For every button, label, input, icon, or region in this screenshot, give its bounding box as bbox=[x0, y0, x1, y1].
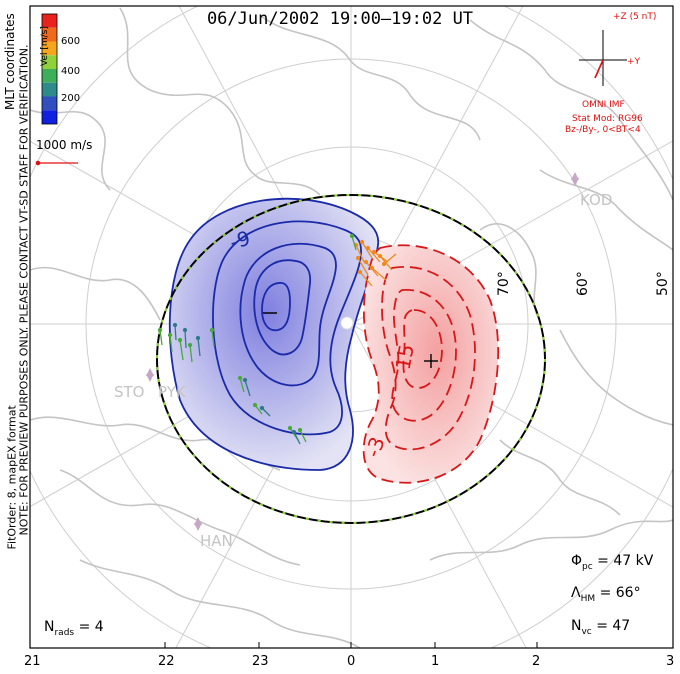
magnetic-pole bbox=[340, 316, 354, 330]
colorbar-tick-400: 400 bbox=[61, 66, 81, 77]
stat-n-rads-value: = 4 bbox=[78, 619, 104, 635]
colorbar-border bbox=[41, 13, 58, 125]
stat-n-rads: Nrads = 4 bbox=[44, 619, 104, 638]
preview-note: NOTE: FOR PREVIEW PURPOSES ONLY. PLEASE … bbox=[17, 44, 31, 536]
colorbar-tick-600: 600 bbox=[61, 36, 81, 47]
imf-source-label: OMNI IMF bbox=[582, 100, 625, 110]
negative-potential-cell bbox=[168, 197, 380, 471]
mlt-tick-2: 2 bbox=[532, 654, 541, 669]
latitude-label-60: 60° bbox=[575, 271, 591, 296]
colorbar-segment bbox=[42, 55, 57, 69]
station-label-han: HAN bbox=[200, 532, 233, 550]
imf-scale-label: +Z (5 nT) bbox=[613, 12, 657, 22]
positive-potential-cell bbox=[362, 244, 500, 484]
mlt-coordinates-label: MLT coordinates bbox=[3, 13, 17, 110]
imf-plus-y-label: +Y bbox=[627, 57, 641, 67]
station-marker-han bbox=[194, 517, 202, 531]
stat-n-vc-value: = 47 bbox=[596, 618, 631, 634]
colorbar-segment bbox=[42, 82, 57, 97]
velocity-vectors-orange bbox=[353, 239, 397, 287]
colorbar-segment bbox=[42, 110, 57, 124]
latitude-label-70: 70° bbox=[496, 271, 512, 296]
station-marker-sto bbox=[146, 368, 154, 382]
station-label-sto: STO bbox=[114, 383, 145, 401]
reference-vector bbox=[35, 160, 78, 166]
station-label-pyk: PYK bbox=[158, 383, 186, 401]
latitude-label-50: 50° bbox=[655, 271, 671, 296]
stat-lambda-hm-value: = 66° bbox=[599, 585, 641, 601]
colorbar-segment bbox=[42, 27, 57, 42]
stat-phi-pc-value: = 47 kV bbox=[597, 553, 654, 569]
velocity-vectors-teal bbox=[172, 322, 301, 445]
mlt-tick-21: 21 bbox=[24, 654, 41, 669]
imf-clock bbox=[579, 30, 627, 86]
stat-lambda-hm: ΛHM = 66° bbox=[571, 585, 641, 604]
colorbar-segment bbox=[42, 96, 57, 111]
colorbar-segment bbox=[42, 41, 57, 56]
velocity-vectors-green bbox=[157, 233, 357, 443]
colorbar-tick-200: 200 bbox=[61, 93, 81, 104]
colorbar-segment bbox=[42, 14, 57, 28]
mlt-tick-0: 0 bbox=[347, 654, 356, 669]
mlt-tick-23: 23 bbox=[252, 654, 269, 669]
velocity-colorbar bbox=[41, 13, 58, 125]
potential-maximum-marker bbox=[424, 354, 438, 368]
contour-label-15: 15 bbox=[390, 342, 419, 372]
reference-vector-label: 1000 m/s bbox=[36, 138, 93, 152]
mlt-tick-3: 3 bbox=[666, 654, 675, 669]
imf-condition-label: Bz-/By-, 0<BT<4 bbox=[565, 125, 641, 135]
fit-order-note: FitOrder: 8, mapEX format bbox=[5, 405, 19, 550]
mlt-tick-22: 22 bbox=[158, 654, 175, 669]
heppner-maynard-boundary bbox=[156, 194, 546, 524]
stat-model-label: Stat Mod: RG96 bbox=[572, 114, 643, 124]
mlt-tick-1: 1 bbox=[431, 654, 440, 669]
station-label-kod: KOD bbox=[580, 191, 613, 209]
stat-phi-pc: Φpc = 47 kV bbox=[571, 553, 654, 572]
plot-title: 06/Jun/2002 19:00–19:02 UT bbox=[206, 9, 474, 29]
station-markers bbox=[146, 172, 579, 531]
mlt-axis-ticks bbox=[29, 642, 674, 648]
colorbar-segment bbox=[42, 69, 57, 83]
colorbar-title: Vel [m/s] bbox=[40, 26, 50, 66]
station-marker-kod bbox=[571, 172, 579, 186]
stat-n-vc: Nvc = 47 bbox=[571, 618, 631, 637]
